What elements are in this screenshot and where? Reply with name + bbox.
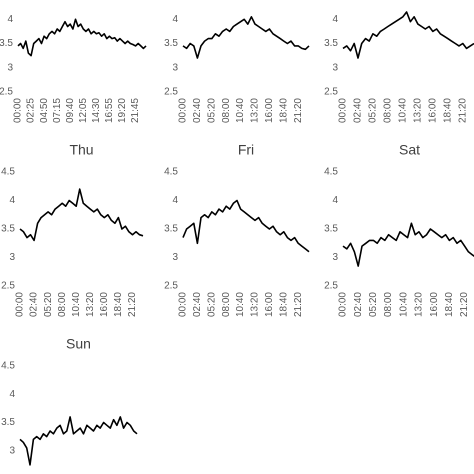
x-tick-label: 00:00: [178, 98, 189, 123]
x-tick-label: 05:20: [368, 292, 379, 317]
y-tick-label: 3.5: [324, 224, 338, 235]
y-tick-label: 3: [172, 62, 178, 73]
panel-title: Fri: [238, 142, 254, 158]
x-tick-label: 16:00: [264, 292, 275, 317]
x-tick-label: 16:00: [427, 98, 438, 123]
x-tick-label: 18:40: [442, 98, 453, 123]
x-tick-label: 08:00: [57, 292, 68, 317]
y-tick-label: 4: [172, 14, 178, 25]
x-tick-label: 10:40: [398, 98, 409, 123]
y-tick-label: 4: [332, 195, 338, 206]
y-tick-label: 4.5: [324, 167, 338, 178]
data-line: [342, 11, 474, 59]
data-line: [19, 188, 144, 242]
x-tick-label: 13:20: [414, 292, 425, 317]
x-tick-label: 21:20: [293, 292, 304, 317]
x-tick-label: 07:15: [52, 98, 63, 123]
x-tick-label: 00:00: [338, 98, 349, 123]
x-tick-label: 13:20: [250, 98, 261, 123]
x-tick-label: 02:40: [192, 98, 203, 123]
y-tick-label: 4.5: [1, 167, 15, 178]
y-tick-label: 4: [9, 195, 15, 206]
data-line: [19, 416, 138, 466]
x-tick-label: 18:40: [113, 292, 124, 317]
y-tick-label: 4: [7, 14, 13, 25]
data-line: [182, 199, 310, 253]
panel-title: Sat: [399, 142, 420, 158]
x-tick-label: 12:05: [78, 98, 89, 123]
x-tick-label: 02:40: [29, 292, 40, 317]
x-tick-label: 00:00: [13, 98, 24, 123]
y-tick-label: 4: [332, 14, 338, 25]
y-tick-label: 3.5: [164, 224, 178, 235]
data-line: [17, 18, 147, 57]
y-tick-label: 2.5: [164, 87, 178, 98]
x-tick-label: 05:20: [206, 292, 217, 317]
y-tick-label: 3: [332, 62, 338, 73]
x-tick-label: 04:50: [39, 98, 50, 123]
x-tick-label: 14:30: [91, 98, 102, 123]
x-tick-label: 08:00: [221, 98, 232, 123]
x-tick-label: 10:40: [398, 292, 409, 317]
panel-title: Sun: [66, 336, 91, 352]
x-tick-label: 13:20: [250, 292, 261, 317]
x-tick-label: 10:40: [71, 292, 82, 317]
x-tick-label: 19:20: [117, 98, 128, 123]
x-tick-label: 05:20: [43, 292, 54, 317]
x-tick-label: 00:00: [338, 292, 349, 317]
y-tick-label: 3: [172, 252, 178, 263]
x-tick-label: 16:00: [264, 98, 275, 123]
y-tick-label: 4.5: [1, 361, 15, 372]
x-tick-label: 00:00: [178, 292, 189, 317]
x-tick-label: 02:40: [192, 292, 203, 317]
x-tick-label: 08:00: [383, 292, 394, 317]
y-tick-label: 4.5: [164, 167, 178, 178]
y-tick-label: 2.5: [0, 87, 13, 98]
x-tick-label: 10:40: [235, 98, 246, 123]
y-tick-label: 3: [9, 252, 15, 263]
y-tick-label: 3.5: [1, 224, 15, 235]
x-tick-label: 02:40: [353, 292, 364, 317]
y-tick-label: 3.5: [324, 38, 338, 49]
x-tick-label: 02:25: [26, 98, 37, 123]
x-tick-label: 00:00: [15, 292, 26, 317]
x-tick-label: 09:40: [65, 98, 76, 123]
x-tick-label: 21:20: [457, 98, 468, 123]
y-tick-label: 3.5: [164, 38, 178, 49]
y-tick-label: 2.5: [164, 281, 178, 292]
y-tick-label: 3: [332, 252, 338, 263]
x-tick-label: 13:20: [412, 98, 423, 123]
y-tick-label: 3.5: [0, 38, 13, 49]
data-line: [182, 16, 310, 59]
x-tick-label: 10:40: [235, 292, 246, 317]
x-tick-label: 05:20: [368, 98, 379, 123]
data-line: [342, 222, 474, 267]
y-tick-label: 3: [7, 62, 13, 73]
x-tick-label: 02:40: [353, 98, 364, 123]
x-tick-label: 16:00: [429, 292, 440, 317]
x-tick-label: 21:45: [130, 98, 141, 123]
x-tick-label: 08:00: [221, 292, 232, 317]
y-tick-label: 3: [9, 445, 15, 456]
y-tick-label: 4: [172, 195, 178, 206]
x-tick-label: 16:55: [104, 98, 115, 123]
y-tick-label: 2.5: [1, 281, 15, 292]
x-tick-label: 18:40: [278, 292, 289, 317]
x-tick-label: 13:20: [85, 292, 96, 317]
y-tick-label: 3.5: [1, 417, 15, 428]
x-tick-label: 18:40: [444, 292, 455, 317]
x-tick-label: 05:20: [206, 98, 217, 123]
y-tick-label: 2.5: [324, 281, 338, 292]
x-tick-label: 21:20: [293, 98, 304, 123]
x-tick-label: 21:20: [459, 292, 470, 317]
x-tick-label: 08:00: [383, 98, 394, 123]
panel-title: Thu: [69, 142, 93, 158]
y-tick-label: 2.5: [324, 87, 338, 98]
y-tick-label: 4: [9, 389, 15, 400]
x-tick-label: 21:20: [127, 292, 138, 317]
x-tick-label: 16:00: [99, 292, 110, 317]
x-tick-label: 18:40: [278, 98, 289, 123]
